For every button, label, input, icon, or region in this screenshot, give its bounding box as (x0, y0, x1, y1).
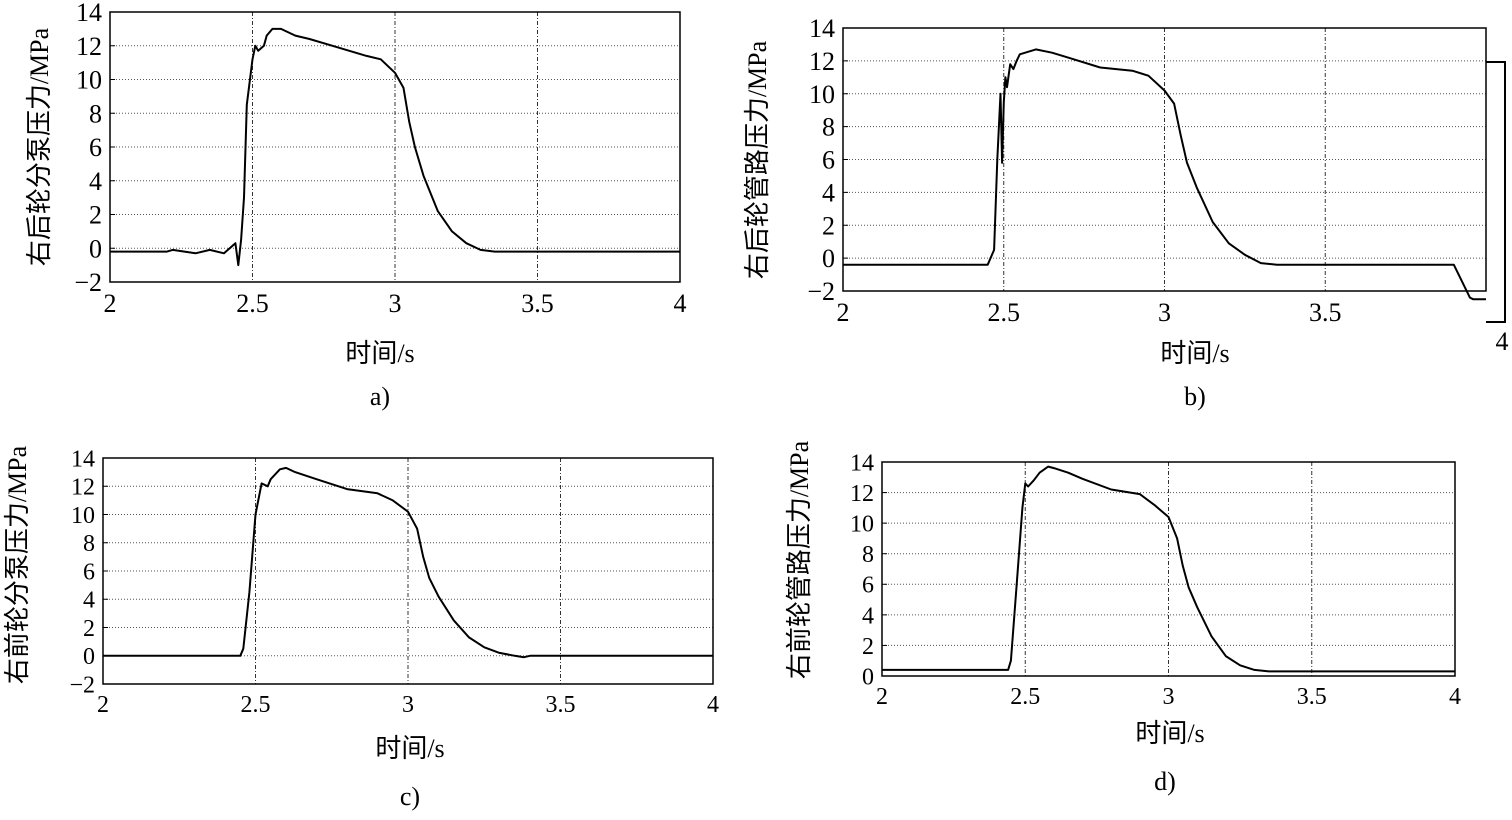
y-tick-label: 2 (89, 201, 102, 230)
pressure-line (843, 48, 1486, 301)
y-tick-label: −2 (74, 268, 102, 297)
x-tick-label: 2.5 (1010, 684, 1040, 710)
x-tick-label: 2 (876, 684, 888, 710)
x-axis-label: 时间/s (1160, 339, 1229, 368)
x-tick-label: 3 (1158, 298, 1171, 327)
x-tick-label: 2 (104, 289, 117, 318)
y-tick-label: 12 (809, 47, 835, 76)
pressure-line (882, 465, 1455, 673)
y-tick-label: 0 (89, 234, 102, 263)
y-tick-label: 4 (89, 167, 102, 196)
y-tick-label: 10 (71, 503, 95, 529)
panel-caption: a) (370, 382, 390, 411)
x-tick-label: 3.5 (1309, 298, 1342, 327)
x-tick-label: 2.5 (988, 298, 1021, 327)
x-tick-label: 4 (674, 289, 687, 318)
y-tick-label: 2 (862, 634, 874, 660)
y-axis-label: 右后轮管路压力/MPa (743, 40, 772, 279)
y-tick-label: 6 (83, 559, 95, 585)
y-tick-label: 0 (822, 244, 835, 273)
y-tick-label: 0 (83, 644, 95, 670)
y-tick-label: 12 (850, 481, 874, 507)
x-tick-label: 2.5 (241, 692, 271, 718)
x-axis-label: 时间/s (345, 339, 414, 368)
x-tick-label: 3 (389, 289, 402, 318)
y-tick-label: 6 (89, 133, 102, 162)
y-tick-label: −2 (69, 672, 95, 698)
y-axis-label: 右前轮管路压力/MPa (785, 440, 814, 679)
x-tick-label: 3.5 (521, 289, 554, 318)
y-tick-label: 4 (862, 603, 874, 629)
x-tick-label: 4 (707, 692, 719, 718)
y-tick-label: 0 (862, 664, 874, 690)
plot-frame (881, 461, 1456, 677)
x-tick-label: 3.5 (546, 692, 576, 718)
y-tick-label: 4 (822, 178, 835, 207)
x-tick-label: 3.5 (1297, 684, 1327, 710)
y-tick-label: 10 (850, 512, 874, 538)
y-tick-label: 8 (822, 113, 835, 142)
panel-caption: c) (400, 782, 420, 811)
x-axis-label: 时间/s (375, 734, 444, 763)
x-tick-label: 2 (97, 692, 109, 718)
y-tick-label: 12 (76, 32, 102, 61)
panel-caption: b) (1184, 382, 1206, 411)
pressure-line (110, 27, 680, 267)
y-tick-label: 14 (850, 450, 874, 476)
x-tick-label: 2.5 (236, 289, 269, 318)
pressure-line (103, 466, 713, 659)
y-tick-label: 6 (822, 146, 835, 175)
y-tick-label: 8 (89, 99, 102, 128)
y-tick-label: 10 (76, 66, 102, 95)
y-tick-label: 2 (83, 616, 95, 642)
panel-caption: d) (1154, 767, 1176, 796)
x-tick-label: 3 (1163, 684, 1175, 710)
y-tick-label: 4 (83, 588, 95, 614)
y-tick-label: 2 (822, 211, 835, 240)
y-tick-label: −2 (807, 277, 835, 306)
y-tick-label: 8 (862, 542, 874, 568)
y-tick-label: 10 (809, 80, 835, 109)
y-tick-label: 12 (71, 475, 95, 501)
stray-label: 4 (1496, 327, 1509, 356)
x-tick-label: 3 (402, 692, 414, 718)
y-tick-label: 6 (862, 573, 874, 599)
x-axis-label: 时间/s (1135, 719, 1204, 748)
y-axis-label: 右后轮分泵压力/MPa (25, 27, 54, 266)
cropped-bracket (1486, 61, 1506, 323)
y-axis-label: 右前轮分泵压力/MPa (3, 445, 32, 684)
y-tick-label: 8 (83, 531, 95, 557)
y-tick-label: 14 (76, 0, 102, 27)
x-tick-label: 4 (1449, 684, 1461, 710)
y-tick-label: 14 (809, 14, 835, 43)
x-tick-label: 2 (837, 298, 850, 327)
y-tick-label: 14 (71, 446, 95, 472)
